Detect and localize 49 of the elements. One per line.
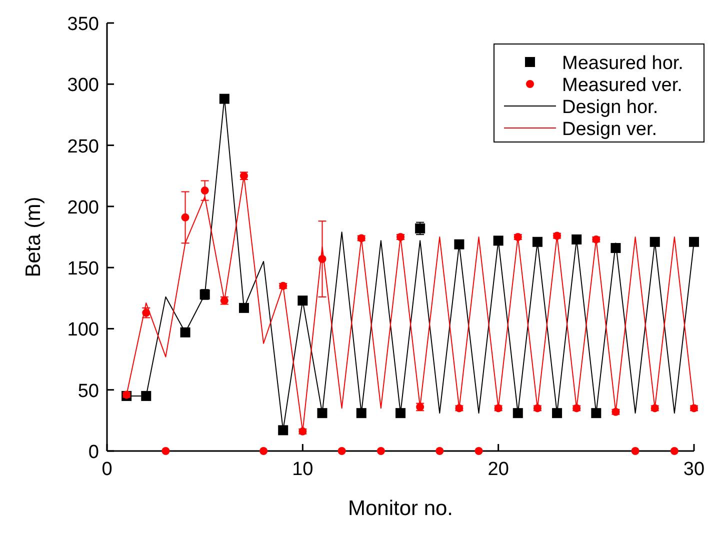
x-tick-label: 30 (683, 459, 705, 480)
point (356, 408, 366, 418)
x-axis-title: Monitor no. (348, 497, 454, 520)
y-tick-label: 150 (67, 258, 99, 280)
point (591, 408, 602, 418)
point (338, 447, 346, 455)
x-tick-label: 0 (102, 459, 112, 480)
y-tick-label: 0 (88, 442, 99, 463)
y-axis-title: Beta (m) (22, 196, 45, 278)
point (278, 425, 288, 436)
point (200, 186, 209, 195)
x-tick-label: 10 (292, 459, 314, 480)
point (376, 447, 385, 455)
point (512, 408, 523, 418)
point (298, 296, 308, 306)
point (436, 447, 444, 455)
point (415, 223, 426, 234)
point (317, 408, 328, 418)
point (532, 236, 542, 247)
point (610, 243, 621, 254)
y-tick-label: 300 (67, 75, 99, 96)
y-tick-label: 200 (67, 197, 99, 218)
point (572, 234, 582, 244)
x-tick-label: 20 (488, 459, 509, 480)
legend-label: Design ver. (562, 119, 658, 140)
point (650, 236, 660, 247)
point (631, 447, 640, 455)
point (670, 447, 678, 455)
point (180, 327, 190, 338)
point (454, 239, 464, 250)
point (162, 447, 170, 455)
legend-label: Measured hor. (562, 53, 684, 74)
point (493, 236, 504, 246)
y-tick-label: 250 (67, 136, 99, 158)
point (689, 236, 699, 247)
y-tick-label: 50 (78, 380, 99, 402)
y-tick-label: 100 (67, 320, 99, 341)
point (260, 447, 268, 455)
point (552, 408, 562, 418)
point (219, 94, 230, 104)
y-tick-label: 350 (67, 14, 99, 35)
point (238, 302, 249, 313)
legend-label: Design hor. (562, 97, 658, 118)
point (396, 408, 406, 418)
point (318, 255, 326, 264)
point (141, 390, 152, 401)
point (474, 447, 483, 455)
legend-label: Measured ver. (562, 75, 682, 96)
point (181, 213, 190, 222)
